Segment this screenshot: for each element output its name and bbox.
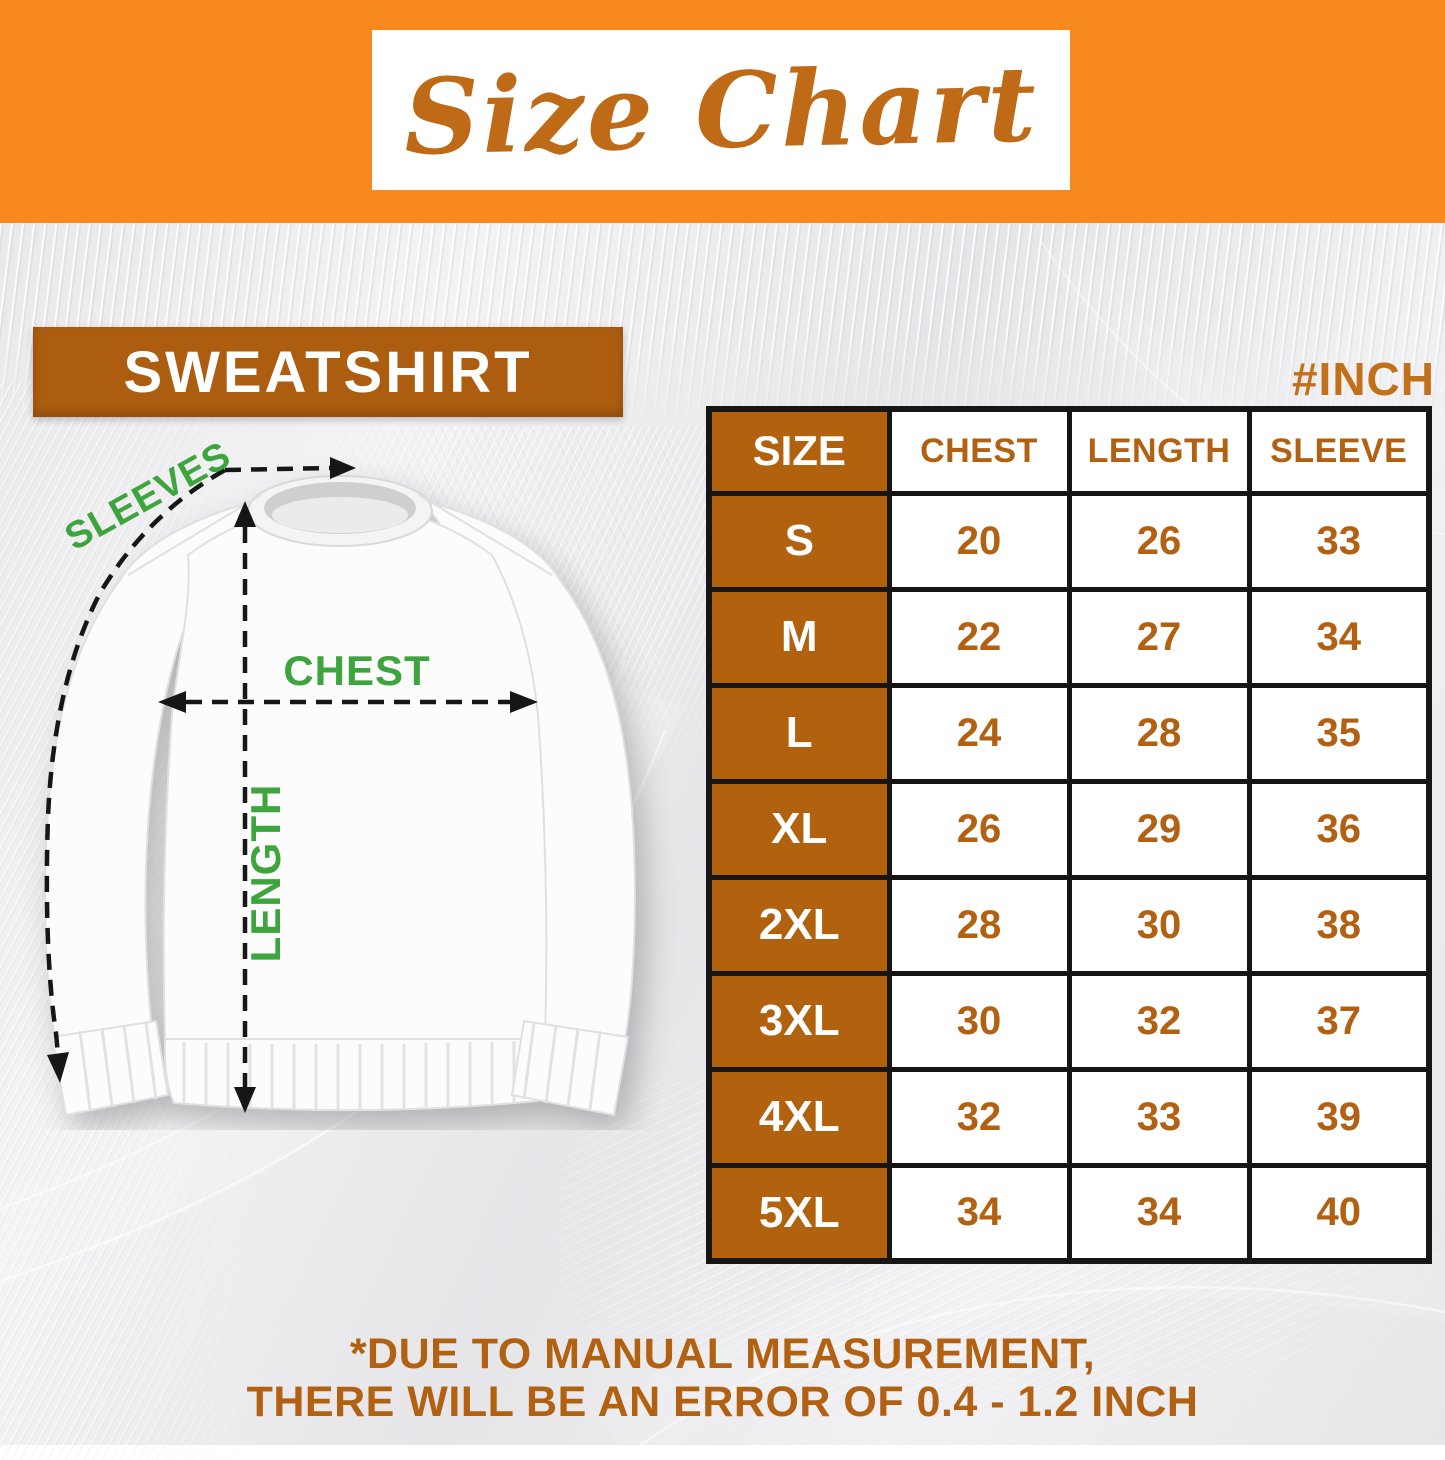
table-row: XL 26 29 36 bbox=[706, 778, 1432, 880]
sleeve-cell: 38 bbox=[1246, 874, 1432, 976]
size-cell: XL bbox=[706, 778, 892, 880]
product-label-box: SWEATSHIRT bbox=[33, 327, 623, 417]
header-row: SIZE CHEST LENGTH SLEEVE bbox=[706, 406, 1432, 496]
size-cell: 2XL bbox=[706, 874, 892, 976]
length-cell: 32 bbox=[1066, 970, 1252, 1072]
disclaimer-line1: *DUE TO MANUAL MEASUREMENT, bbox=[349, 1330, 1096, 1378]
disclaimer-line2: THERE WILL BE AN ERROR OF 0.4 - 1.2 INCH bbox=[246, 1378, 1199, 1427]
table-row: 5XL 34 34 40 bbox=[706, 1162, 1432, 1264]
title-box: Size Chart bbox=[372, 30, 1070, 190]
chest-measure-arrow bbox=[158, 691, 538, 713]
table-row: L 24 28 35 bbox=[706, 682, 1432, 784]
chest-cell: 26 bbox=[886, 778, 1072, 880]
size-cell: 5XL bbox=[706, 1162, 892, 1264]
sleeve-cell: 40 bbox=[1246, 1162, 1432, 1264]
col-header-length: LENGTH bbox=[1066, 406, 1252, 496]
size-table-header: SIZE CHEST LENGTH SLEEVE bbox=[706, 406, 1432, 496]
sleeve-cell: 39 bbox=[1246, 1066, 1432, 1168]
length-cell: 26 bbox=[1066, 490, 1252, 592]
length-cell: 30 bbox=[1066, 874, 1252, 976]
size-cell: S bbox=[706, 490, 892, 592]
col-header-size: SIZE bbox=[706, 406, 892, 496]
product-label: SWEATSHIRT bbox=[123, 339, 533, 405]
col-header-sleeve: SLEEVE bbox=[1246, 406, 1432, 496]
sleeve-cell: 35 bbox=[1246, 682, 1432, 784]
size-table-body: S 20 26 33 M 22 27 34 L 24 28 35 XL 26 2… bbox=[706, 490, 1432, 1264]
size-cell: M bbox=[706, 586, 892, 688]
col-header-chest: CHEST bbox=[886, 406, 1072, 496]
sleeve-cell: 37 bbox=[1246, 970, 1432, 1072]
size-table: SIZE CHEST LENGTH SLEEVE S 20 26 33 M 22… bbox=[706, 406, 1432, 1264]
table-row: 3XL 30 32 37 bbox=[706, 970, 1432, 1072]
table-row: S 20 26 33 bbox=[706, 490, 1432, 592]
length-measure-arrow bbox=[234, 501, 256, 1113]
length-label: LENGTH bbox=[242, 784, 289, 963]
chest-cell: 34 bbox=[886, 1162, 1072, 1264]
sleeve-cell: 34 bbox=[1246, 586, 1432, 688]
header-band: Size Chart bbox=[0, 0, 1445, 223]
disclaimer: *DUE TO MANUAL MEASUREMENT, THERE WILL B… bbox=[0, 1330, 1445, 1426]
left-cuff-ribs bbox=[78, 1022, 158, 1110]
chest-cell: 30 bbox=[886, 970, 1072, 1072]
table-row: 4XL 32 33 39 bbox=[706, 1066, 1432, 1168]
length-cell: 28 bbox=[1066, 682, 1252, 784]
size-cell: 4XL bbox=[706, 1066, 892, 1168]
length-cell: 29 bbox=[1066, 778, 1252, 880]
length-cell: 33 bbox=[1066, 1066, 1252, 1168]
sleeve-cell: 33 bbox=[1246, 490, 1432, 592]
unit-label: #INCH bbox=[1291, 353, 1435, 405]
sleeve-measure-arrow bbox=[44, 457, 356, 1083]
size-cell: 3XL bbox=[706, 970, 892, 1072]
chest-cell: 28 bbox=[886, 874, 1072, 976]
sleeve-cell: 36 bbox=[1246, 778, 1432, 880]
right-cuff-ribs bbox=[522, 1022, 602, 1110]
sweatshirt-illustration: SLEEVES CHEST LENGTH bbox=[44, 434, 636, 1117]
chest-label: CHEST bbox=[283, 647, 430, 694]
chest-cell: 24 bbox=[886, 682, 1072, 784]
length-cell: 34 bbox=[1066, 1162, 1252, 1264]
chest-cell: 32 bbox=[886, 1066, 1072, 1168]
chest-cell: 22 bbox=[886, 586, 1072, 688]
table-row: M 22 27 34 bbox=[706, 586, 1432, 688]
chest-cell: 20 bbox=[886, 490, 1072, 592]
page-title: Size Chart bbox=[402, 41, 1040, 179]
sweatshirt-drawing bbox=[44, 475, 636, 1117]
table-row: 2XL 28 30 38 bbox=[706, 874, 1432, 976]
size-cell: L bbox=[706, 682, 892, 784]
length-cell: 27 bbox=[1066, 586, 1252, 688]
